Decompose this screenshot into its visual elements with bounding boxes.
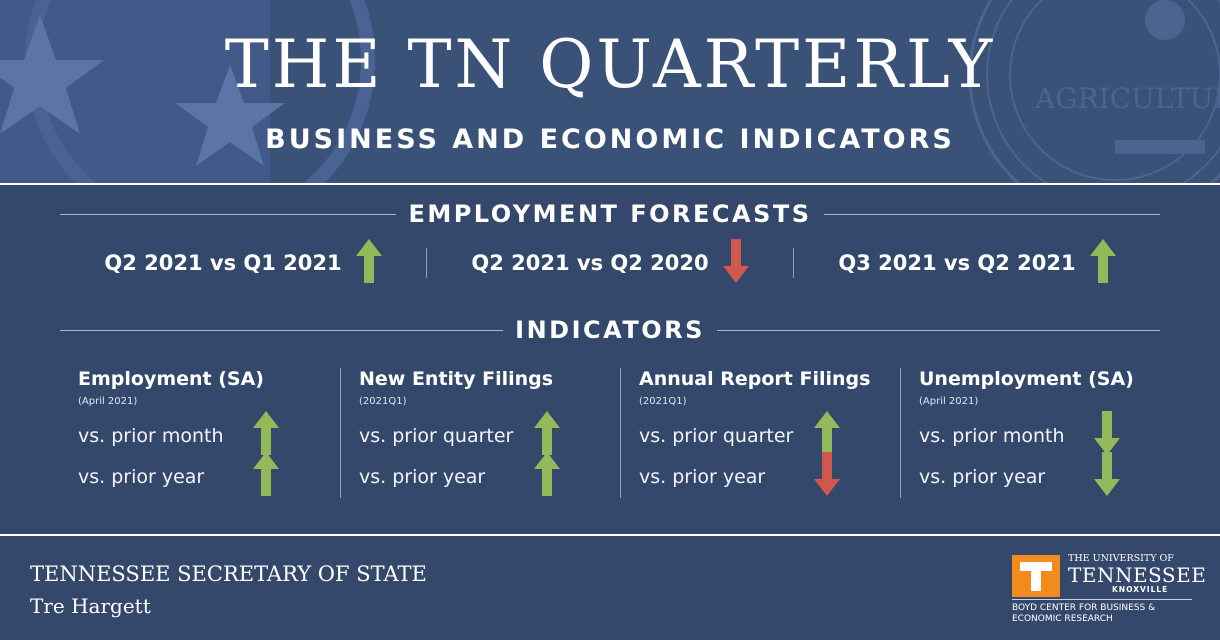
indicator-title: Annual Report Filings (639, 368, 871, 390)
row-label: vs. prior year (919, 465, 1046, 488)
indicator-row: vs. prior year (78, 452, 340, 497)
indicator-row: vs. prior year (359, 452, 620, 497)
divider (823, 213, 1160, 215)
forecasts-heading-row: EMPLOYMENT FORECASTS (60, 200, 1160, 228)
up-arrow-icon (534, 411, 560, 460)
header-banner: AGRICULTURE THE TN QUARTERLY BUSINESS AN… (0, 0, 1220, 183)
forecast-row: Q2 2021 vs Q1 2021 Q2 2021 vs Q2 2020 Q3… (60, 238, 1160, 288)
forecast-label: Q3 2021 vs Q2 2021 (838, 251, 1076, 275)
indicator-row: vs. prior year (639, 452, 900, 497)
forecast-item: Q3 2021 vs Q2 2021 (794, 238, 1160, 288)
indicator-date: (2021Q1) (359, 396, 407, 407)
indicator-row: vs. prior quarter (359, 411, 620, 456)
up-arrow-icon (1089, 239, 1116, 287)
header-divider (0, 183, 1220, 185)
indicator-card-unemployment: Unemployment (SA) (April 2021) vs. prior… (900, 368, 1180, 498)
footer-divider (0, 534, 1220, 536)
indicators-heading: INDICATORS (515, 316, 705, 344)
indicator-date: (April 2021) (919, 396, 979, 407)
office-name: TENNESSEE SECRETARY OF STATE (30, 562, 427, 586)
up-arrow-icon (253, 411, 279, 460)
row-label: vs. prior quarter (359, 424, 514, 447)
down-arrow-icon (1094, 452, 1120, 501)
ut-line3: KNOXVILLE (1112, 585, 1169, 594)
divider (426, 248, 427, 278)
down-arrow-icon (722, 239, 749, 287)
indicator-card-employment: Employment (SA) (April 2021) vs. prior m… (60, 368, 340, 498)
page-title: THE TN QUARTERLY (224, 26, 996, 103)
indicator-date: (2021Q1) (639, 396, 687, 407)
boyd-center-text: BOYD CENTER FOR BUSINESS & ECONOMIC RESE… (1012, 603, 1155, 625)
divider (60, 213, 397, 215)
indicator-row: vs. prior month (919, 411, 1180, 456)
forecast-item: Q2 2021 vs Q2 2020 (427, 238, 793, 288)
up-arrow-icon (814, 411, 840, 460)
indicators-heading-row: INDICATORS (60, 316, 1161, 344)
indicator-row: vs. prior month (78, 411, 340, 456)
indicator-title: Unemployment (SA) (919, 368, 1134, 390)
up-arrow-icon (355, 239, 382, 287)
divider (60, 329, 504, 331)
indicator-title: Employment (SA) (78, 368, 264, 390)
state-seal-icon: AGRICULTURE (968, 0, 1220, 183)
divider (716, 329, 1161, 331)
ut-line2: TENNESSEE (1068, 563, 1207, 587)
row-label: vs. prior year (359, 465, 486, 488)
forecasts-heading: EMPLOYMENT FORECASTS (408, 200, 812, 228)
forecast-label: Q2 2021 vs Q2 2020 (471, 251, 709, 275)
page-subtitle: BUSINESS AND ECONOMIC INDICATORS (265, 124, 955, 155)
ut-power-t-icon (1012, 555, 1060, 597)
down-arrow-icon (814, 452, 840, 501)
indicators-grid: Employment (SA) (April 2021) vs. prior m… (60, 368, 1180, 498)
row-label: vs. prior year (78, 465, 205, 488)
indicator-row: vs. prior year (919, 452, 1180, 497)
row-label: vs. prior quarter (639, 424, 794, 447)
center-line2: ECONOMIC RESEARCH (1012, 614, 1113, 624)
indicator-row: vs. prior quarter (639, 411, 900, 456)
center-line1: BOYD CENTER FOR BUSINESS & (1012, 603, 1156, 613)
forecast-label: Q2 2021 vs Q1 2021 (104, 251, 342, 275)
indicator-date: (April 2021) (78, 396, 138, 407)
seal-text: AGRICULTURE (1034, 82, 1220, 115)
ut-line1: THE UNIVERSITY OF (1068, 553, 1174, 564)
row-label: vs. prior month (78, 424, 224, 447)
divider (793, 248, 794, 278)
indicator-card-annual-report-filings: Annual Report Filings (2021Q1) vs. prior… (620, 368, 900, 498)
official-name: Tre Hargett (30, 594, 151, 618)
indicator-card-new-entity-filings: New Entity Filings (2021Q1) vs. prior qu… (340, 368, 620, 498)
row-label: vs. prior month (919, 424, 1065, 447)
indicator-title: New Entity Filings (359, 368, 554, 390)
up-arrow-icon (253, 452, 279, 501)
down-arrow-icon (1094, 411, 1120, 460)
row-label: vs. prior year (639, 465, 766, 488)
up-arrow-icon (534, 452, 560, 501)
divider (1012, 599, 1192, 600)
forecast-item: Q2 2021 vs Q1 2021 (60, 238, 426, 288)
tennessee-stars-icon (0, 0, 375, 183)
